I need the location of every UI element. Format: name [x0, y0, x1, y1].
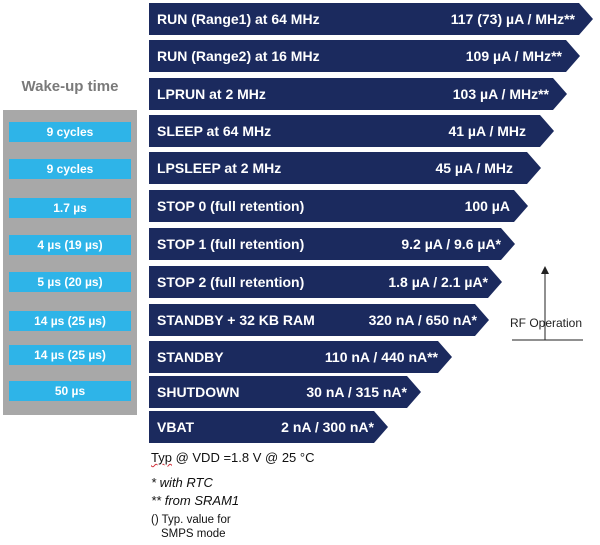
wakeup-panel: 9 cycles 9 cycles 1.7 µs 4 µs (19 µs) 5 … — [3, 110, 137, 415]
mode-label: RUN (Range1) at 64 MHz — [157, 11, 320, 27]
mode-value: 9.2 µA / 9.6 µA* — [401, 236, 501, 252]
mode-value: 2 nA / 300 nA* — [281, 419, 374, 435]
mode-label: STOP 0 (full retention) — [157, 198, 305, 214]
mode-value: 109 µA / MHz** — [465, 48, 562, 64]
mode-bar-run-range1: RUN (Range1) at 64 MHz 117 (73) µA / MHz… — [149, 3, 593, 35]
typ-conditions: Typ @ VDD =1.8 V @ 25 °C — [151, 450, 314, 465]
mode-value: 41 µA / MHz — [448, 123, 526, 139]
rf-arrow-head — [541, 266, 549, 274]
mode-value: 100 µA — [464, 198, 510, 214]
wakeup-cell: 14 µs (25 µs) — [9, 311, 131, 331]
mode-bar-standby: STANDBY 110 nA / 440 nA** — [149, 341, 452, 373]
typ-word: Typ — [151, 450, 172, 465]
mode-label: STANDBY + 32 KB RAM — [157, 312, 315, 328]
mode-bar-lprun: LPRUN at 2 MHz 103 µA / MHz** — [149, 78, 567, 110]
mode-label: LPSLEEP at 2 MHz — [157, 160, 282, 176]
wakeup-cell: 4 µs (19 µs) — [9, 235, 131, 255]
mode-label: STOP 2 (full retention) — [157, 274, 305, 290]
wakeup-cell: 9 cycles — [9, 122, 131, 142]
note-typ-smps-line2: SMPS mode — [161, 528, 226, 540]
mode-value: 117 (73) µA / MHz** — [450, 11, 575, 27]
mode-bar-standby-ram: STANDBY + 32 KB RAM 320 nA / 650 nA* — [149, 304, 489, 336]
note-with-rtc: * with RTC — [151, 475, 213, 490]
mode-bar-stop0: STOP 0 (full retention) 100 µA — [149, 190, 528, 222]
typ-rest: @ VDD =1.8 V @ 25 °C — [171, 450, 315, 465]
note-from-sram: ** from SRAM1 — [151, 493, 240, 508]
rf-operation-label: RF Operation — [510, 316, 583, 330]
mode-bar-lpsleep: LPSLEEP at 2 MHz 45 µA / MHz — [149, 152, 541, 184]
note-typ-smps-line1: () Typ. value for — [151, 514, 231, 526]
wakeup-cell: 14 µs (25 µs) — [9, 345, 131, 365]
note-typ-smps: () Typ. value for SMPS mode — [151, 513, 231, 541]
mode-bar-shutdown: SHUTDOWN 30 nA / 315 nA* — [149, 376, 421, 408]
mode-label: STOP 1 (full retention) — [157, 236, 305, 252]
mode-bar-stop1: STOP 1 (full retention) 9.2 µA / 9.6 µA* — [149, 228, 515, 260]
mode-value: 30 nA / 315 nA* — [306, 384, 407, 400]
mode-label: LPRUN at 2 MHz — [157, 86, 266, 102]
mode-value: 320 nA / 650 nA* — [368, 312, 477, 328]
mode-label: STANDBY — [157, 349, 224, 365]
mode-value: 103 µA / MHz** — [452, 86, 549, 102]
mode-bar-stop2: STOP 2 (full retention) 1.8 µA / 2.1 µA* — [149, 266, 502, 298]
wakeup-cell: 50 µs — [9, 381, 131, 401]
mode-bar-run-range2: RUN (Range2) at 16 MHz 109 µA / MHz** — [149, 40, 580, 72]
mode-value: 1.8 µA / 2.1 µA* — [388, 274, 488, 290]
wakeup-cell: 9 cycles — [9, 159, 131, 179]
mode-label: SHUTDOWN — [157, 384, 240, 400]
mode-label: VBAT — [157, 419, 195, 435]
mode-label: RUN (Range2) at 16 MHz — [157, 48, 320, 64]
mode-label: SLEEP at 64 MHz — [157, 123, 272, 139]
wakeup-title: Wake-up time — [21, 78, 119, 95]
mode-bar-vbat: VBAT 2 nA / 300 nA* — [149, 411, 388, 443]
wakeup-cell: 1.7 µs — [9, 198, 131, 218]
wakeup-cell: 5 µs (20 µs) — [9, 272, 131, 292]
mode-value: 45 µA / MHz — [435, 160, 513, 176]
mode-bar-sleep: SLEEP at 64 MHz 41 µA / MHz — [149, 115, 554, 147]
mode-value: 110 nA / 440 nA** — [324, 349, 438, 365]
